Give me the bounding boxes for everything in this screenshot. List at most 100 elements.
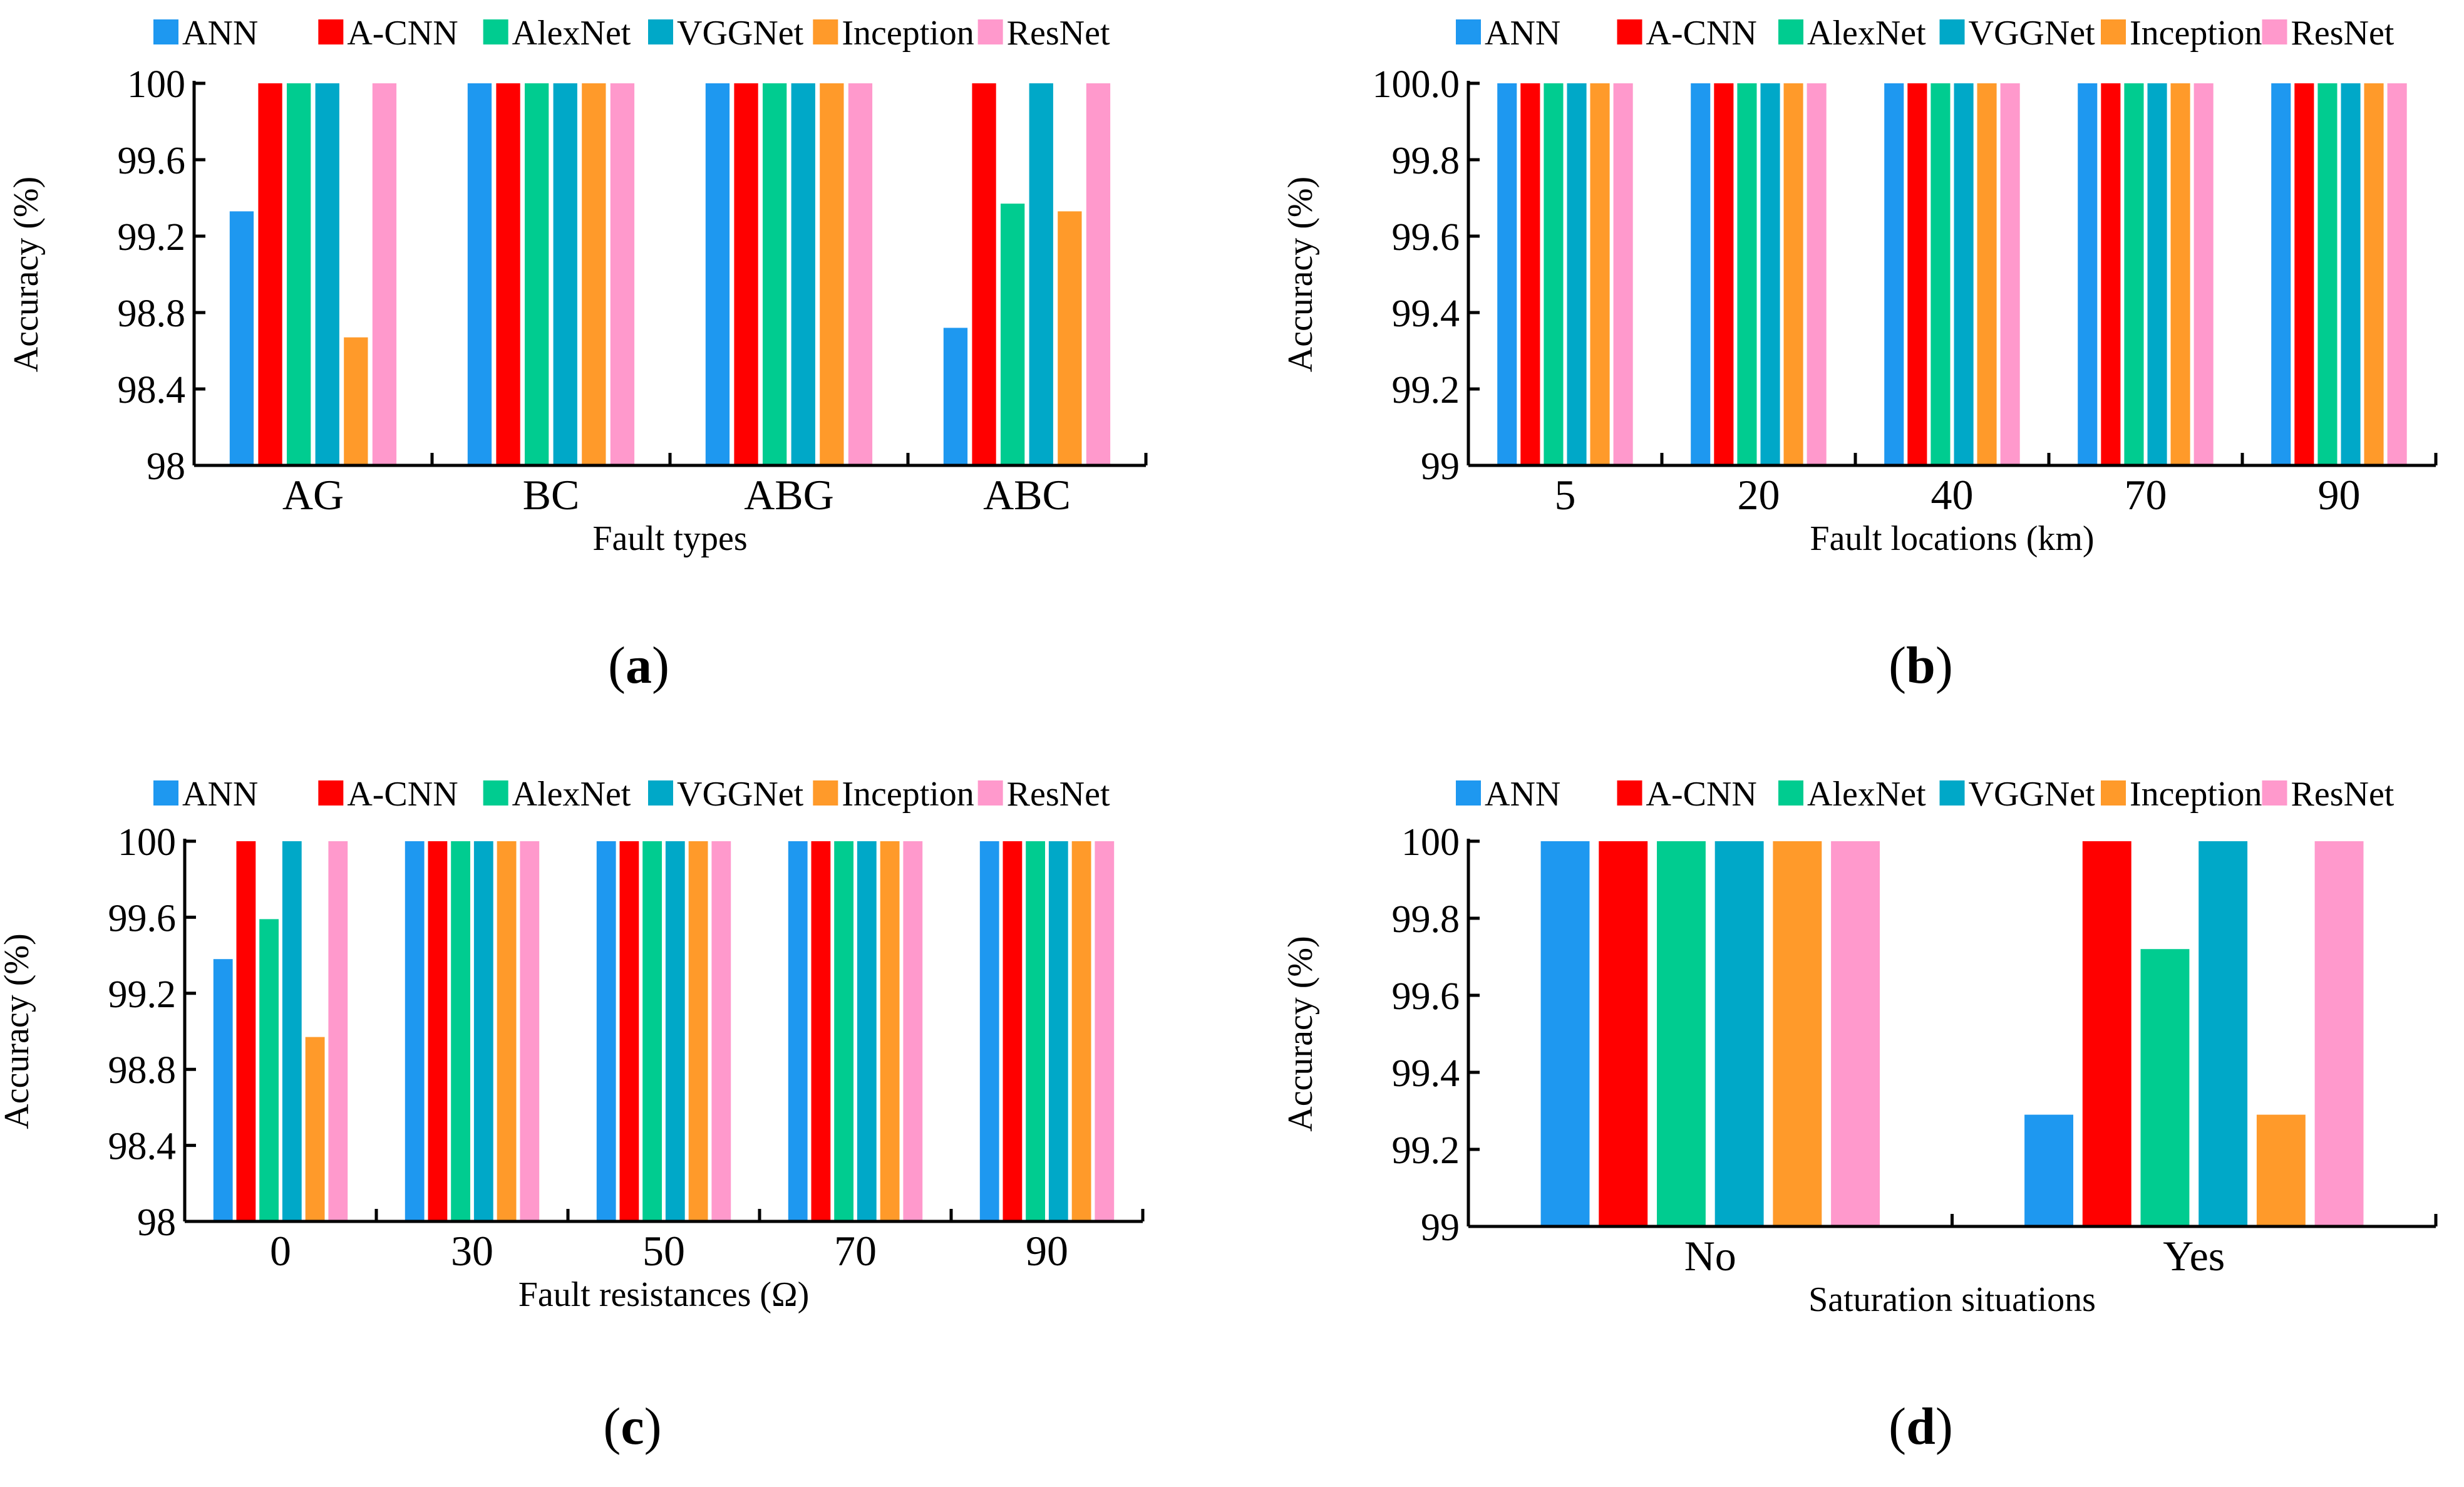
legend-label: ANN xyxy=(1485,14,1560,53)
legend-item-vggnet: VGGNet xyxy=(1939,775,2095,814)
legend-item-vggnet: VGGNet xyxy=(648,775,804,814)
panel-paren-close: ) xyxy=(1936,1397,1953,1456)
bar-a-cnn-yes xyxy=(2082,841,2132,1226)
legend-item-alexnet: AlexNet xyxy=(483,775,631,814)
bar-vggnet-yes xyxy=(2199,841,2248,1226)
y-tick-label: 98 xyxy=(137,1201,176,1244)
legend-item-resnet: ResNet xyxy=(2262,775,2394,814)
y-tick-label: 99.2 xyxy=(118,216,186,259)
bar-alexnet-5 xyxy=(1544,83,1564,465)
y-tick-label: 99.8 xyxy=(1392,898,1460,941)
bar-resnet-5 xyxy=(1613,83,1633,465)
bar-alexnet-20 xyxy=(1737,83,1757,465)
legend-item-inception: Inception xyxy=(2101,775,2262,814)
legend-item-alexnet: AlexNet xyxy=(1778,14,1926,53)
bar-resnet-abc xyxy=(1086,83,1111,465)
x-tick-label: 70 xyxy=(2125,471,2167,519)
axes: 99 99.2 99.4 99.6 99.8 100.0 5 20 40 70 90 xyxy=(1373,63,2438,519)
bar-vggnet-bc xyxy=(553,83,577,465)
axes: 98 98.4 98.8 99.2 99.6 100 0 30 50 70 90 xyxy=(108,821,1145,1275)
legend-label: ResNet xyxy=(2291,775,2394,814)
legend-swatch xyxy=(318,19,344,44)
panel-label: (c) xyxy=(603,1397,661,1456)
legend-swatch xyxy=(1456,19,1481,44)
bar-a-cnn-50 xyxy=(619,841,639,1221)
bar-alexnet-abg xyxy=(763,83,787,465)
legend-swatch xyxy=(1939,780,1965,806)
x-tick-label: ABG xyxy=(744,471,834,519)
bar-inception-yes xyxy=(2256,1114,2306,1226)
legend-swatch xyxy=(2262,780,2287,806)
legend-swatch xyxy=(483,19,508,44)
bar-resnet-90 xyxy=(1095,841,1115,1221)
bar-a-cnn-no xyxy=(1599,841,1648,1226)
bar-inception-70 xyxy=(2170,83,2190,465)
y-tick-label: 99.2 xyxy=(108,973,177,1016)
bar-vggnet-90 xyxy=(1048,841,1068,1221)
x-tick-label: 20 xyxy=(1738,471,1780,519)
legend: ANN A-CNN AlexNet VGGNet Inception ResNet xyxy=(1456,775,2394,814)
y-tick-label: 99.4 xyxy=(1392,293,1460,335)
bar-inception-50 xyxy=(688,841,708,1221)
bar-resnet-30 xyxy=(520,841,540,1221)
bar-resnet-bc xyxy=(610,83,635,465)
bar-resnet-abg xyxy=(848,83,873,465)
x-axis-title: Saturation situations xyxy=(1808,1280,2096,1319)
panel-paren-open: ( xyxy=(1889,1397,1906,1456)
legend-swatch xyxy=(1939,19,1965,44)
panel-letter: b xyxy=(1906,636,1936,695)
bar-alexnet-50 xyxy=(642,841,662,1221)
x-tick-label: 5 xyxy=(1555,471,1576,519)
bar-resnet-0 xyxy=(328,841,348,1221)
bar-ann-70 xyxy=(788,841,808,1221)
panel-letter: c xyxy=(621,1397,644,1456)
x-tick-label: BC xyxy=(523,471,580,519)
bar-vggnet-0 xyxy=(282,841,302,1221)
bar-ann-90 xyxy=(979,841,999,1221)
bar-alexnet-ag xyxy=(287,83,311,465)
bar-ann-yes xyxy=(2024,1114,2073,1226)
panel-label: (a) xyxy=(608,636,669,695)
x-axis-title: Fault types xyxy=(592,519,747,558)
bar-inception-bc xyxy=(582,83,606,465)
y-tick-label: 99.6 xyxy=(118,140,186,182)
legend-swatch xyxy=(1778,780,1803,806)
y-axis-title: Accuracy (%) xyxy=(1281,177,1320,372)
legend-item-ann: ANN xyxy=(153,14,258,53)
y-tick-label: 99.8 xyxy=(1392,140,1460,182)
chart-panel-d: ANN A-CNN AlexNet VGGNet Inception ResNet9999… xyxy=(1281,775,2438,1456)
y-axis-title: Accuracy (%) xyxy=(1281,936,1320,1131)
bar-inception-ag xyxy=(344,337,368,465)
legend-swatch xyxy=(813,780,838,806)
bar-ann-ag xyxy=(229,211,254,465)
bar-resnet-70 xyxy=(2193,83,2214,465)
bar-inception-30 xyxy=(497,841,517,1221)
bar-ann-abg xyxy=(705,83,730,465)
legend-label: A-CNN xyxy=(347,775,458,814)
legend-item-vggnet: VGGNet xyxy=(1939,14,2096,53)
bar-resnet-yes xyxy=(2314,841,2364,1226)
bars xyxy=(1497,83,2407,465)
legend-label: Inception xyxy=(2130,14,2262,53)
bar-a-cnn-20 xyxy=(1714,83,1734,465)
bar-vggnet-abg xyxy=(791,83,815,465)
y-tick-label: 98.4 xyxy=(118,369,186,412)
bar-a-cnn-5 xyxy=(1520,83,1540,465)
panel-paren-close: ) xyxy=(644,1397,662,1456)
bar-vggnet-30 xyxy=(473,841,493,1221)
bar-ann-90 xyxy=(2271,83,2291,465)
legend-label: ResNet xyxy=(1007,14,1110,53)
x-tick-label: 70 xyxy=(834,1227,877,1275)
y-axis-title: Accuracy (%) xyxy=(7,177,46,372)
x-tick-label: No xyxy=(1684,1232,1736,1280)
x-tick-label: AG xyxy=(282,471,344,519)
legend-label: ResNet xyxy=(1007,775,1110,814)
legend-label: VGGNet xyxy=(1969,14,2096,53)
bar-inception-no xyxy=(1773,841,1822,1226)
y-tick-label: 98.8 xyxy=(108,1049,177,1092)
legend-swatch xyxy=(1617,19,1642,44)
chart-panel-b: ANN A-CNN AlexNet VGGNet Inception ResNet9999… xyxy=(1281,14,2438,695)
legend-item-resnet: ResNet xyxy=(2262,14,2394,53)
bar-resnet-90 xyxy=(2387,83,2407,465)
